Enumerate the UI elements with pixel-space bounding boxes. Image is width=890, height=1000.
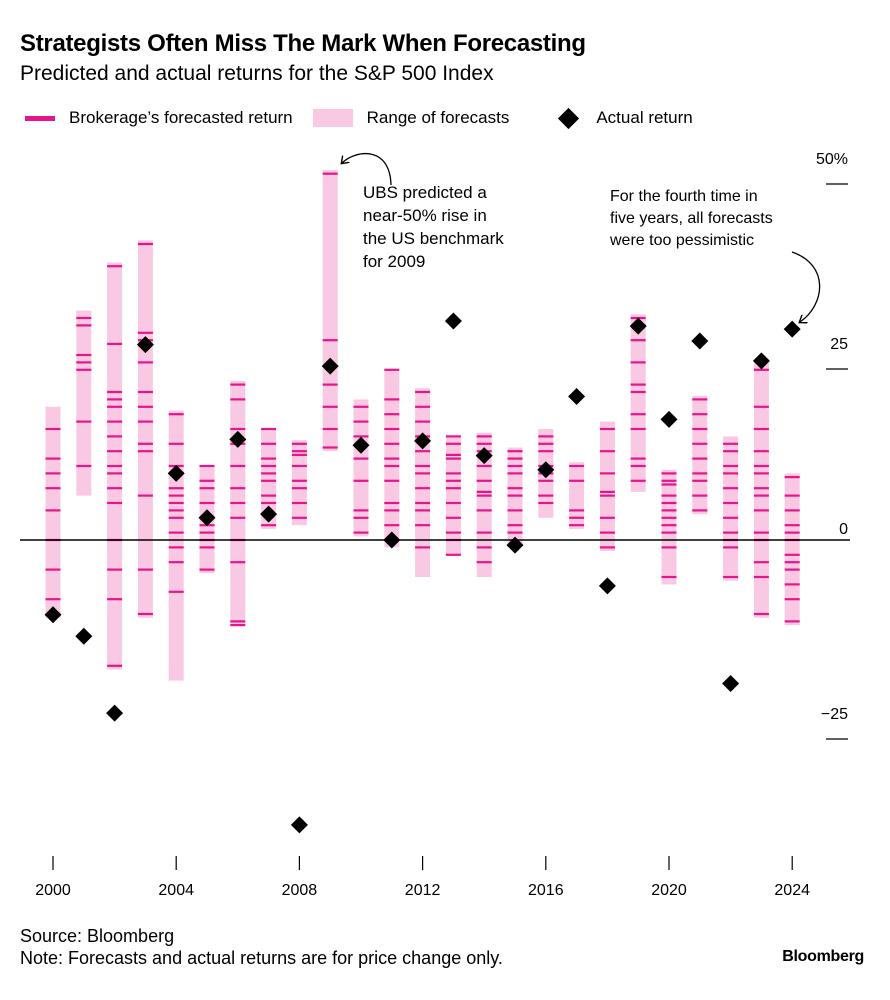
legend: Brokerage’s forecasted return Range of f… [25,107,713,129]
actual-return-marker [229,430,247,448]
legend-forecast: Brokerage’s forecasted return [25,108,293,128]
actual-return-marker [75,627,93,645]
actual-return-marker [444,312,462,330]
actual-return-marker [106,704,124,722]
annotation-pessimistic: For the fourth time in five years, all f… [609,188,777,249]
forecast-range-bar [76,310,92,496]
actual-return-marker [568,387,586,405]
annotation-ubs-line: for 2009 [363,252,425,271]
forecast-range-bar [476,432,492,577]
annotation-ubs: UBS predicted a near-50% rise in the US … [363,183,509,271]
forecast-range-bar [569,462,585,529]
chart-title: Strategists Often Miss The Mark When For… [20,30,586,57]
actual-return-marker [260,505,278,523]
x-tick-label: 2004 [158,882,194,899]
y-tick-label: 25 [830,336,848,353]
source-text: Source: Bloomberg [20,926,175,946]
annotation-ubs-line: the US benchmark [363,229,504,248]
annotation-pessimistic-line: For the fourth time in [610,188,758,205]
x-axis: 2000 2004 2008 2012 2016 2020 2024 [35,856,810,899]
forecast-range-bar [291,440,307,526]
actual-return-marker [629,317,647,335]
forecast-range-bar [137,240,153,618]
actual-return-marker [475,447,493,465]
x-tick-label: 2000 [35,882,71,899]
actual-return-marker [321,357,339,375]
actual-return-marker [290,816,308,834]
actual-return-marker [352,436,370,454]
legend-range-label: Range of forecasts [366,108,510,127]
forecast-range-bar [661,469,677,585]
chart-area: 50% 25 0 −25 2000 2004 2008 2012 2016 2020 2024 U… [20,151,850,899]
annotation-pessimistic-line: five years, all forecasts [610,210,773,227]
actual-return-marker [722,675,740,693]
actual-return-marker [598,577,616,595]
legend-range: Range of forecasts [312,108,510,128]
actual-return-marker [198,509,216,527]
x-tick-label: 2012 [405,882,441,899]
y-tick-label: 50% [816,151,848,168]
actual-return-marker [167,464,185,482]
legend-forecast-label: Brokerage’s forecasted return [69,108,293,127]
actual-return-marker [506,536,524,554]
x-tick-label: 2020 [651,882,687,899]
forecast-range-bar [415,388,431,577]
actual-return-marker [383,531,401,549]
forecast-range-bar [168,410,184,681]
legend-forecast-swatch [25,115,55,121]
annotation-ubs-arrow [342,152,392,186]
legend-range-swatch [312,109,353,127]
forecast-range-bar [692,395,708,515]
actuals-layer [44,312,801,834]
annotation-pessimistic-line: were too pessimistic [609,232,754,249]
chart-subtitle: Predicted and actual returns for the S&P… [20,62,494,85]
forecast-range-bar [723,436,739,581]
forecast-range-bar [753,362,769,618]
y-tick-label: 0 [839,521,848,538]
footer: Source: Bloomberg Note: Forecasts and ac… [20,925,503,969]
bloomberg-logo: Bloomberg [782,948,864,965]
actual-return-marker [691,332,709,350]
x-tick-label: 2008 [282,882,318,899]
forecast-range-bar [445,436,461,555]
forecast-range-bar [45,406,61,618]
actual-return-marker [783,320,801,338]
actual-return-marker [136,336,154,354]
x-tick-label: 2024 [774,882,810,899]
annotation-ubs-line: near-50% rise in [363,206,487,225]
annotation-ubs-line: UBS predicted a [363,183,487,202]
note-text: Note: Forecasts and actual returns are f… [20,948,503,968]
y-tick-label: −25 [821,706,848,723]
legend-actual-label: Actual return [596,108,693,127]
actual-return-marker [537,461,555,479]
actual-return-marker [660,410,678,428]
forecast-range-bar [353,399,369,537]
x-tick-label: 2016 [528,882,564,899]
actual-return-marker [752,352,770,370]
legend-actual: Actual return [529,107,693,129]
y-axis: 50% 25 0 −25 [816,151,848,740]
forecast-range-bar [630,314,646,492]
annotation-pessimistic-arrow [791,251,821,322]
actual-return-marker [44,606,62,624]
actual-return-marker [414,432,432,450]
forecast-range-bar [322,170,338,452]
